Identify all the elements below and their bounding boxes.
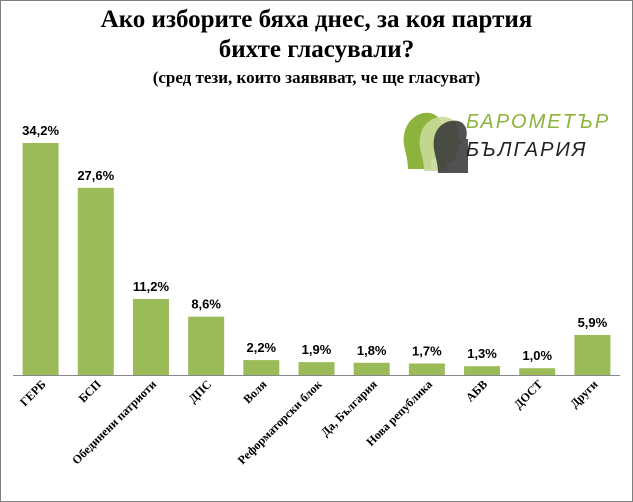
data-label-1: 34,2% <box>22 123 59 138</box>
bar-1 <box>22 143 59 375</box>
chart-title-line2: бихте гласували? <box>218 36 415 63</box>
chart-subtitle: (сред тези, които заявяват, че ще гласув… <box>152 68 481 87</box>
data-label-5: 2,2% <box>246 340 276 355</box>
barometer-bulgaria-logo: БАРОМЕТЪР БЪЛГАРИЯ <box>398 99 608 177</box>
bar-8 <box>408 363 445 375</box>
data-label-6: 1,9% <box>302 342 332 357</box>
category-label-9: АБВ <box>463 377 490 404</box>
bar-11 <box>574 334 611 375</box>
bar-7 <box>353 362 390 375</box>
bar-2 <box>77 187 114 375</box>
category-label-11: Други <box>567 377 600 410</box>
data-label-10: 1,0% <box>522 348 552 363</box>
category-label-7: Да, България <box>318 377 380 439</box>
data-label-9: 1,3% <box>467 346 497 361</box>
heads-icon <box>403 112 468 173</box>
data-label-8: 1,7% <box>412 343 442 358</box>
bar-10 <box>519 368 556 375</box>
bar-3 <box>132 299 169 375</box>
logo-text-bulgaria: БЪЛГАРИЯ <box>466 139 588 161</box>
category-label-1: ГЕРБ <box>17 377 49 409</box>
category-label-2: БСП <box>76 377 105 406</box>
category-label-5: Воля <box>240 377 269 406</box>
data-label-11: 5,9% <box>578 315 608 330</box>
bar-9 <box>464 366 501 375</box>
data-label-7: 1,8% <box>357 343 387 358</box>
bar-4 <box>188 316 225 375</box>
bar-5 <box>243 360 280 375</box>
bar-6 <box>298 362 335 375</box>
data-label-3: 11,2% <box>133 279 170 294</box>
category-label-10: ДОСТ <box>511 377 545 411</box>
chart-title-line1: Ако изборите бяха днес, за коя партия <box>100 6 533 33</box>
logo-text-barometer: БАРОМЕТЪР <box>466 111 611 133</box>
category-label-4: ДПС <box>186 377 214 405</box>
data-label-2: 27,6% <box>77 168 114 183</box>
data-label-4: 8,6% <box>191 297 221 312</box>
